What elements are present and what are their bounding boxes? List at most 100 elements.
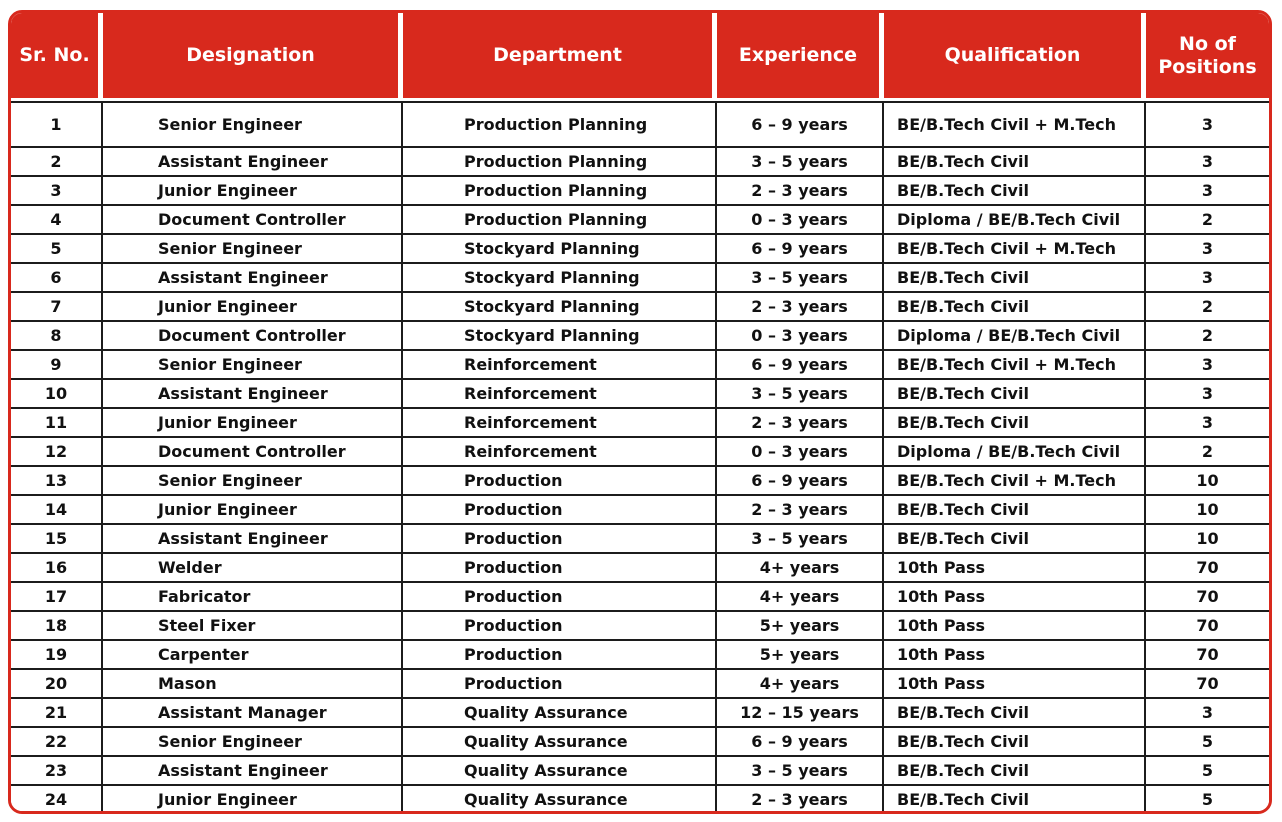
cell-qualification: Diploma / BE/B.Tech Civil [884, 322, 1146, 349]
cell-designation: Carpenter [103, 641, 403, 668]
cell-department: Quality Assurance [403, 786, 717, 811]
cell-sr-no: 18 [11, 612, 103, 639]
cell-no-of-positions: 2 [1201, 210, 1214, 229]
cell-department: Production Planning [403, 177, 717, 204]
table-row: 17 Fabricator Production 4+ years 10th P… [11, 581, 1269, 610]
cell-experience: 0 – 3 years [717, 438, 884, 465]
cell-experience: 12 – 15 years [717, 699, 884, 726]
cell-designation: Document Controller [103, 206, 403, 233]
cell-sr-no: 2 [11, 148, 103, 175]
cell-department: Production [403, 496, 717, 523]
cell-designation: Assistant Engineer [103, 380, 403, 407]
cell-experience: 6 – 9 years [717, 467, 884, 494]
cell-sr-no: 23 [11, 757, 103, 784]
cell-qualification: 10th Pass [884, 554, 1146, 581]
cell-qualification: BE/B.Tech Civil [884, 496, 1146, 523]
cell-designation: Senior Engineer [103, 103, 403, 146]
cell-designation: Junior Engineer [103, 409, 403, 436]
table-row: 8 Document Controller Stockyard Planning… [11, 320, 1269, 349]
column-header-sr-no: Sr. No. [11, 13, 103, 98]
table-row: 1 Senior Engineer Production Planning 6 … [11, 101, 1269, 146]
cell-no-of-positions: 70 [1196, 558, 1219, 577]
cell-no-of-positions: 3 [1201, 239, 1214, 258]
table-row: 14 Junior Engineer Production 2 – 3 year… [11, 494, 1269, 523]
cell-department: Production [403, 612, 717, 639]
cell-experience: 5+ years [717, 641, 884, 668]
cell-qualification: BE/B.Tech Civil [884, 728, 1146, 755]
table-row: 23 Assistant Engineer Quality Assurance … [11, 755, 1269, 784]
cell-sr-no: 4 [11, 206, 103, 233]
cell-no-of-positions: 5 [1201, 790, 1214, 809]
cell-experience: 3 – 5 years [717, 264, 884, 291]
cell-no-of-positions: 10 [1196, 500, 1219, 519]
cell-experience: 3 – 5 years [717, 148, 884, 175]
cell-designation: Junior Engineer [103, 177, 403, 204]
cell-experience: 6 – 9 years [717, 235, 884, 262]
cell-qualification: BE/B.Tech Civil + M.Tech [884, 467, 1146, 494]
cell-department: Reinforcement [403, 380, 717, 407]
cell-sr-no: 19 [11, 641, 103, 668]
table-row: 3 Junior Engineer Production Planning 2 … [11, 175, 1269, 204]
table-row: 16 Welder Production 4+ years 10th Pass … [11, 552, 1269, 581]
table-row: 24 Junior Engineer Quality Assurance 2 –… [11, 784, 1269, 811]
cell-experience: 2 – 3 years [717, 177, 884, 204]
cell-department: Quality Assurance [403, 757, 717, 784]
cell-no-of-positions: 3 [1201, 152, 1214, 171]
cell-qualification: BE/B.Tech Civil [884, 177, 1146, 204]
cell-designation: Senior Engineer [103, 351, 403, 378]
cell-experience: 5+ years [717, 612, 884, 639]
cell-no-of-positions: 5 [1201, 732, 1214, 751]
job-openings-table: Sr. No. Designation Department Experienc… [8, 10, 1272, 814]
cell-no-of-positions: 2 [1201, 297, 1214, 316]
cell-department: Stockyard Planning [403, 264, 717, 291]
cell-sr-no: 15 [11, 525, 103, 552]
cell-no-of-positions: 2 [1201, 326, 1214, 345]
cell-sr-no: 24 [11, 786, 103, 811]
column-header-department: Department [403, 13, 717, 98]
cell-experience: 2 – 3 years [717, 409, 884, 436]
cell-department: Quality Assurance [403, 728, 717, 755]
cell-no-of-positions: 70 [1196, 674, 1219, 693]
cell-experience: 3 – 5 years [717, 525, 884, 552]
cell-no-of-positions: 70 [1196, 587, 1219, 606]
cell-qualification: BE/B.Tech Civil [884, 786, 1146, 811]
cell-designation: Senior Engineer [103, 467, 403, 494]
table-row: 4 Document Controller Production Plannin… [11, 204, 1269, 233]
cell-sr-no: 5 [11, 235, 103, 262]
cell-department: Stockyard Planning [403, 293, 717, 320]
cell-sr-no: 8 [11, 322, 103, 349]
cell-sr-no: 16 [11, 554, 103, 581]
cell-designation: Senior Engineer [103, 728, 403, 755]
cell-department: Reinforcement [403, 351, 717, 378]
table-body: 1 Senior Engineer Production Planning 6 … [11, 98, 1269, 811]
cell-experience: 2 – 3 years [717, 786, 884, 811]
cell-sr-no: 13 [11, 467, 103, 494]
cell-qualification: BE/B.Tech Civil [884, 699, 1146, 726]
cell-experience: 3 – 5 years [717, 757, 884, 784]
cell-sr-no: 7 [11, 293, 103, 320]
cell-experience: 2 – 3 years [717, 293, 884, 320]
table-row: 11 Junior Engineer Reinforcement 2 – 3 y… [11, 407, 1269, 436]
cell-no-of-positions: 3 [1201, 355, 1214, 374]
table-row: 10 Assistant Engineer Reinforcement 3 – … [11, 378, 1269, 407]
cell-department: Stockyard Planning [403, 322, 717, 349]
cell-qualification: 10th Pass [884, 612, 1146, 639]
cell-sr-no: 12 [11, 438, 103, 465]
cell-qualification: 10th Pass [884, 641, 1146, 668]
cell-sr-no: 22 [11, 728, 103, 755]
cell-experience: 3 – 5 years [717, 380, 884, 407]
cell-sr-no: 11 [11, 409, 103, 436]
cell-department: Production [403, 554, 717, 581]
cell-qualification: BE/B.Tech Civil + M.Tech [884, 351, 1146, 378]
cell-department: Production Planning [403, 206, 717, 233]
cell-experience: 6 – 9 years [717, 103, 884, 146]
cell-experience: 4+ years [717, 583, 884, 610]
table-header-row: Sr. No. Designation Department Experienc… [11, 13, 1269, 98]
cell-no-of-positions: 5 [1201, 761, 1214, 780]
cell-sr-no: 14 [11, 496, 103, 523]
cell-qualification: BE/B.Tech Civil + M.Tech [884, 235, 1146, 262]
cell-designation: Assistant Manager [103, 699, 403, 726]
cell-sr-no: 21 [11, 699, 103, 726]
cell-sr-no: 9 [11, 351, 103, 378]
cell-designation: Fabricator [103, 583, 403, 610]
